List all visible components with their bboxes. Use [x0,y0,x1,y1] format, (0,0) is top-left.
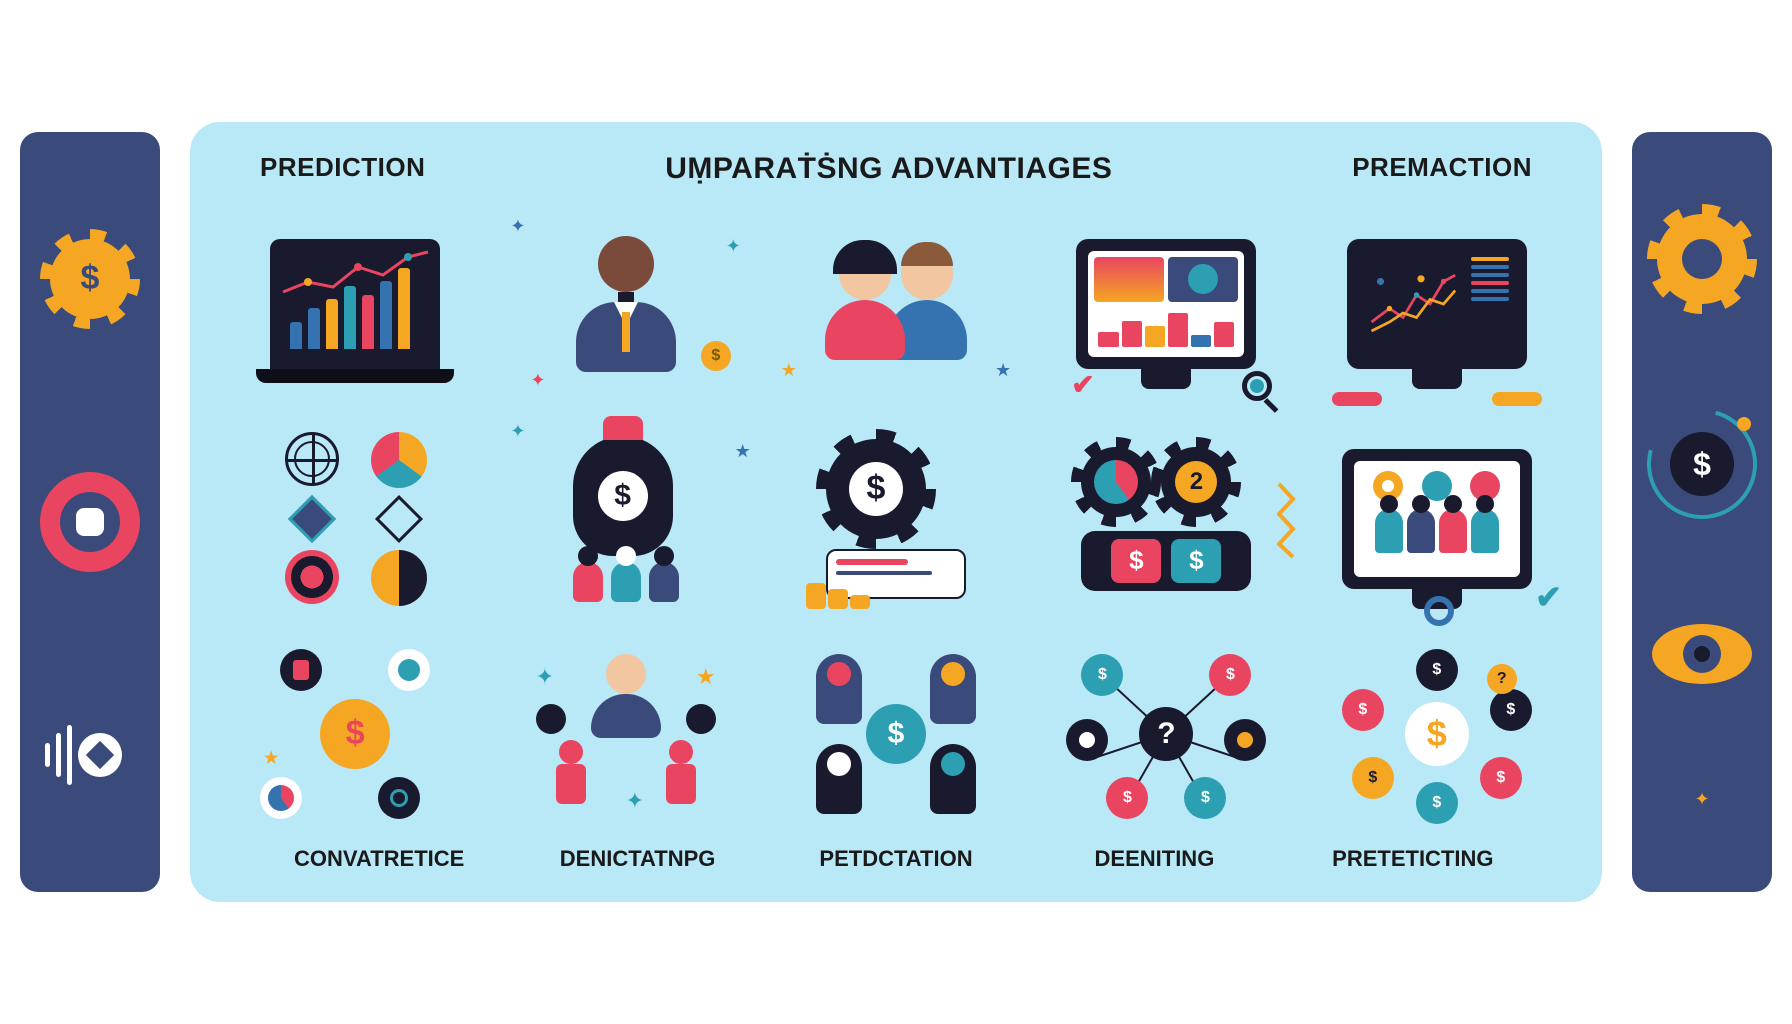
magnify-node-icon [378,777,420,819]
rays-icon [45,725,135,785]
dollar-sat-icon: $ [1480,757,1522,799]
monitor-analytics-icon [1347,239,1527,369]
header-center: Uṃparaṫṡng advantıages [665,152,1112,186]
header-right: Premaction [1352,152,1532,186]
cell-analytics-screen [1312,206,1562,401]
cell-people-stars: ✦ ★ ✦ [500,636,750,831]
person-idea-icon [591,654,661,738]
gear-gauge-icon [1081,447,1151,517]
target-icon [40,472,140,572]
footer-c4: deenıtıng [1025,846,1283,872]
person-arch-icon [930,654,976,724]
header-row: Prediction Uṃparaṫṡng advantıages Premac… [230,152,1562,186]
stage: $ Prediction Uṃparaṫṡng advantıages Prem… [0,122,1792,902]
header-left: Prediction [260,152,425,186]
cell-finance-cluster: $ ★ [230,636,480,831]
gear-dollar-icon: $ [50,239,130,319]
cell-two-people: ★ ★ [771,206,1021,401]
dollar-coin-icon: $ [320,699,390,769]
footer-row: Convatretıce denıctatnpg petdctatıon dee… [230,846,1562,872]
pie-half-icon [371,550,427,606]
cell-dollar-radial: $ $ $ $ $ $ $ ? [1312,636,1562,831]
diamond-outline-icon [375,494,423,542]
disc-node-icon [280,649,322,691]
pie-icon [371,432,427,488]
cell-dashboard: ✔ [1041,206,1291,401]
coins-icon [806,583,870,609]
target-ring-icon [285,550,339,604]
dollar-node-icon: $ [1106,777,1148,819]
person-stick-icon [556,740,586,804]
person-small-icon [611,562,641,602]
person-stick-icon [666,740,696,804]
dollar-sat-icon: $ [1416,649,1458,691]
person-small-icon [573,562,603,602]
icon-grid: ✦ ✦ ✦ $ [230,206,1562,831]
dollar-sat-icon: $ [1490,689,1532,731]
diamond-icon [288,494,336,542]
coin-icon: $ [701,341,731,371]
laptop-icon [270,239,440,369]
footer-c2: denıctatnpg [508,846,766,872]
gear-orange-icon [1657,214,1747,304]
cell-businessman: ✦ ✦ ✦ $ [500,206,750,401]
footer-c3: petdctatıon [767,846,1025,872]
orbit-icon: $ [1647,409,1757,519]
cell-gear-dollar: $ [771,421,1021,616]
person-arch-icon [816,744,862,814]
right-side-panel: $ ✦ [1632,132,1772,892]
person-female-icon [825,248,905,360]
moneybag-icon: $ [573,436,673,556]
dollar-center-icon: $ [866,704,926,764]
question-sat-icon: ? [1487,664,1517,694]
monitor-team-icon [1342,449,1532,589]
gear-node-icon [388,649,430,691]
cell-people-dollar: $ [771,636,1021,831]
trend-line-icon [278,247,432,307]
dollar-node-icon: $ [1184,777,1226,819]
money-display-icon: $ $ [1081,531,1251,591]
gear-small-icon [686,704,716,734]
gear-number-icon: 2 [1161,447,1231,517]
gear-dollar-big-icon: $ [826,439,926,539]
cell-question-network: ? $ $ $ $ [1041,636,1291,831]
cell-shapes-pies [230,421,480,616]
dollar-sat-icon: $ [1352,757,1394,799]
person-arch-icon [816,654,862,724]
person-node-icon [1224,719,1266,761]
ring-icon [1424,596,1454,626]
person-small-icon [649,562,679,602]
dollar-hub-icon: $ [1405,702,1469,766]
footer-c5: Pretetictıng [1284,846,1542,872]
businessman-icon [576,236,676,372]
left-side-panel: $ [20,132,160,892]
main-panel: Prediction Uṃparaṫṡng advantıages Premac… [190,122,1602,902]
monitor-dashboard-icon [1076,239,1256,369]
gear-small-icon [536,704,566,734]
footer-c1: Convatretıce [250,846,508,872]
dollar-sat-icon: $ [1342,689,1384,731]
cell-team-screen: ✔ [1312,421,1562,616]
check-icon: ✔ [1535,578,1562,616]
dollar-sat-icon: $ [1416,782,1458,824]
cell-laptop-chart [230,206,480,401]
magnify-icon [1242,371,1272,401]
zigzag-icon [1277,479,1297,559]
globe-icon [285,432,339,486]
dollar-node-icon: $ [1209,654,1251,696]
person-node-icon [1066,719,1108,761]
check-icon: ✔ [1071,368,1094,401]
cell-gears-money: 2 $ $ [1041,421,1291,616]
eye-icon [1652,624,1752,684]
star-node-icon: ★ [250,737,292,779]
pie-node-icon [260,777,302,819]
cell-moneybag: $ ✦ ★ [500,421,750,616]
question-center-icon: ? [1139,707,1193,761]
person-arch-icon [930,744,976,814]
dollar-node-icon: $ [1081,654,1123,696]
